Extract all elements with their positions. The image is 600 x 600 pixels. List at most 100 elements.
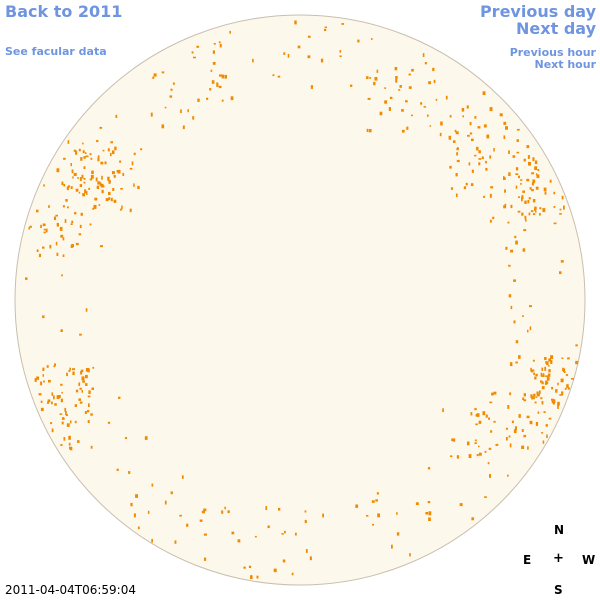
facula-speck [532,213,536,215]
facula-speck [524,215,527,220]
facula-speck [75,242,79,246]
facula-speck [468,454,472,458]
facula-speck [516,128,520,131]
facula-speck [484,450,487,453]
facula-speck [63,183,66,187]
back-to-year-link[interactable]: Back to 2011 [5,2,123,21]
compass-west: W [582,553,596,567]
facula-speck [68,369,71,372]
facula-speck [55,214,58,217]
facula-speck [375,499,378,502]
facula-speck [273,568,277,573]
facula-speck [405,100,408,103]
facula-speck [509,443,512,448]
facula-speck [82,150,85,154]
facula-speck [369,77,372,79]
facula-speck [193,56,196,59]
next-day-link[interactable]: Next day [516,19,596,38]
previous-day-link[interactable]: Previous day [479,2,596,21]
facula-speck [54,403,57,406]
facula-speck [533,393,536,397]
facula-speck [48,205,50,208]
next-hour-link[interactable]: Next hour [534,58,597,71]
facula-speck [493,391,497,395]
facula-speck [495,443,499,446]
facula-speck [192,116,195,120]
facula-speck [490,186,494,189]
facula-speck [61,181,64,186]
facula-speck [42,315,45,319]
facula-speck [53,395,55,400]
facula-speck [297,45,301,49]
facula-speck [552,401,555,405]
facula-speck [531,397,533,400]
facula-speck [388,107,391,111]
facula-speck [550,355,554,360]
facula-speck [489,474,491,478]
facula-speck [102,185,105,188]
facula-speck [243,566,246,569]
facula-speck [212,62,216,65]
facula-speck [474,442,477,444]
facula-speck [527,329,529,333]
facula-speck [486,134,490,139]
facula-speck [256,575,259,579]
facula-speck [432,67,435,72]
facula-speck [147,510,150,514]
facula-speck [537,411,540,414]
facula-speck [93,204,97,209]
facula-speck [508,150,510,154]
facula-speck [542,440,545,444]
facula-speck [191,51,194,54]
facula-speck [304,510,307,513]
facula-speck [284,530,286,534]
facula-speck [206,97,209,100]
facula-speck [63,437,66,441]
facula-speck [560,260,564,263]
facula-speck [110,197,113,202]
facula-speck [366,128,369,132]
facula-speck [489,219,492,223]
facula-speck [505,126,508,130]
facula-speck [550,360,553,364]
facula-speck [212,50,215,54]
facula-speck [528,212,531,216]
facula-speck [551,401,554,403]
facula-speck [563,205,565,210]
facula-speck [471,169,474,173]
facula-speck [79,184,83,187]
facula-speck [513,279,516,282]
facula-speck [295,532,297,536]
facula-speck [478,158,482,160]
facula-speck [531,189,534,192]
facula-speck [371,500,375,503]
facula-speck [117,169,121,174]
facula-speck [532,396,535,400]
facula-speck [420,102,422,105]
facula-speck [60,329,63,332]
facula-speck [75,389,79,393]
facula-speck [281,533,284,535]
facula-speck [91,387,94,390]
facula-speck [527,446,529,450]
facula-speck [56,252,59,256]
facula-speck [114,146,117,151]
facula-speck [401,109,404,112]
facula-speck [47,400,51,403]
facula-speck [62,417,65,420]
facula-speck [518,414,521,418]
previous-hour-link[interactable]: Previous hour [509,46,596,59]
facula-speck [116,468,119,471]
facula-speck [533,372,535,376]
facula-speck [535,173,538,176]
facula-speck [59,226,63,231]
facula-speck [355,504,359,508]
facula-speck [548,365,550,367]
facula-speck [559,271,562,275]
facula-speck [520,182,522,185]
facula-speck [73,172,77,176]
facula-speck [74,420,77,424]
facula-speck [172,82,175,85]
facula-speck [499,113,503,117]
see-facular-data-link[interactable]: See facular data [5,45,107,58]
